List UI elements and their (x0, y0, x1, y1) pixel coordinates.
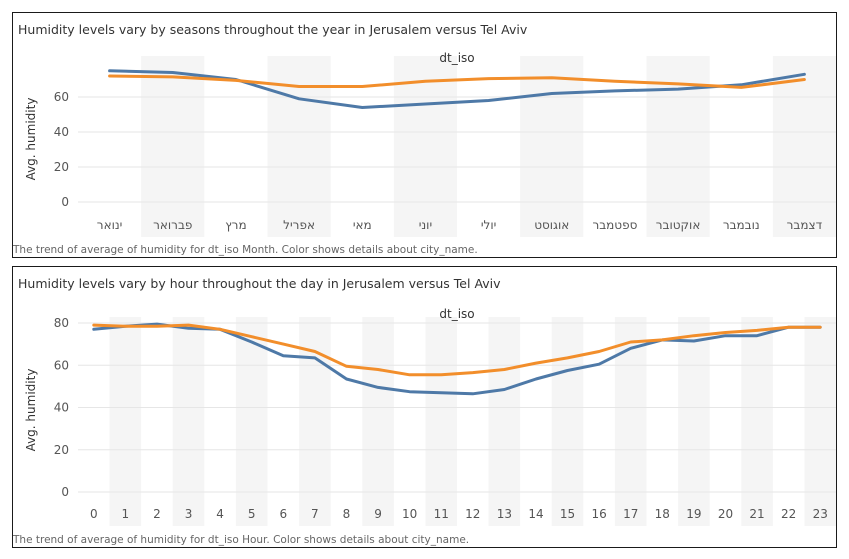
y-tick-label: 0 (61, 485, 69, 499)
x-tick-label: 7 (311, 507, 319, 521)
chart-panel-hours: Humidity levels vary by hour throughout … (12, 266, 837, 548)
column-band (172, 317, 205, 526)
x-tick-label: ספטמבר (592, 218, 637, 232)
x-tick-label: 14 (528, 507, 543, 521)
x-tick-label: 4 (216, 507, 224, 521)
y-tick-label: 80 (54, 316, 69, 330)
x-tick-label: 0 (90, 507, 98, 521)
x-tick-label: ינואר (97, 218, 123, 232)
column-band (109, 317, 142, 526)
column-band (678, 317, 710, 526)
x-tick-label: 23 (813, 507, 828, 521)
x-tick-label: פברואר (153, 218, 192, 232)
x-tick-label: נובמבר (723, 218, 760, 232)
chart-title: Humidity levels vary by hour throughout … (18, 276, 501, 291)
x-tick-label: מרץ (225, 218, 246, 232)
x-tick-label: 1 (122, 507, 130, 521)
column-band (235, 317, 268, 526)
chart-footnote: The trend of average of humidity for dt_… (13, 534, 470, 546)
y-tick-label: 20 (54, 443, 69, 457)
x-tick-label: 9 (374, 507, 382, 521)
column-band (362, 317, 394, 526)
y-tick-label: 0 (61, 195, 69, 209)
x-tick-label: 16 (591, 507, 606, 521)
column-band (520, 56, 584, 237)
y-tick-label: 40 (54, 401, 69, 415)
x-tick-label: 22 (781, 507, 796, 521)
y-axis-title: Avg. humidity (24, 98, 38, 181)
x-tick-label: 6 (279, 507, 287, 521)
chart-panel-seasons: Humidity levels vary by seasons througho… (12, 12, 837, 258)
column-band (741, 317, 773, 526)
x-tick-label: אפריל (283, 218, 315, 232)
column-header: dt_iso (439, 307, 474, 321)
x-tick-label: אוקטובר (656, 218, 701, 232)
x-tick-label: 5 (248, 507, 256, 521)
x-tick-label: אוגוסט (534, 218, 569, 232)
series-line-1 (108, 74, 806, 89)
x-tick-label: 17 (623, 507, 638, 521)
column-band (772, 56, 836, 237)
chart-footnote: The trend of average of humidity for dt_… (13, 244, 478, 256)
x-tick-label: 20 (718, 507, 733, 521)
x-tick-label: 15 (560, 507, 575, 521)
column-band (425, 317, 457, 526)
column-band (804, 317, 836, 526)
x-tick-label: 2 (153, 507, 161, 521)
x-tick-label: 12 (465, 507, 480, 521)
x-tick-label: 10 (402, 507, 417, 521)
x-tick-label: 18 (655, 507, 670, 521)
series-line-1 (92, 323, 822, 377)
x-tick-label: 13 (497, 507, 512, 521)
column-header: dt_iso (439, 51, 474, 65)
x-tick-label: דצמבר (787, 218, 823, 232)
y-tick-label: 60 (54, 90, 69, 104)
column-band (488, 317, 521, 526)
x-tick-label: יוני (419, 218, 432, 232)
x-tick-label: 19 (686, 507, 701, 521)
x-tick-label: יולי (481, 218, 496, 232)
x-tick-label: 21 (749, 507, 764, 521)
x-tick-label: 8 (343, 507, 351, 521)
x-tick-label: מאי (353, 218, 372, 232)
column-band (393, 56, 457, 237)
y-tick-label: 40 (54, 125, 69, 139)
y-axis-title: Avg. humidity (24, 369, 38, 452)
y-tick-label: 60 (54, 358, 69, 372)
x-tick-label: 11 (434, 507, 449, 521)
line-chart-seasons: dt_iso 0 20 40 60 Avg. humidity ינואר פברואר מרץ… (24, 51, 836, 237)
chart-title: Humidity levels vary by seasons througho… (18, 22, 528, 37)
column-band (141, 56, 205, 237)
column-band (551, 317, 584, 526)
column-band (614, 317, 647, 526)
x-tick-label: 3 (185, 507, 193, 521)
y-tick-label: 20 (54, 160, 69, 174)
